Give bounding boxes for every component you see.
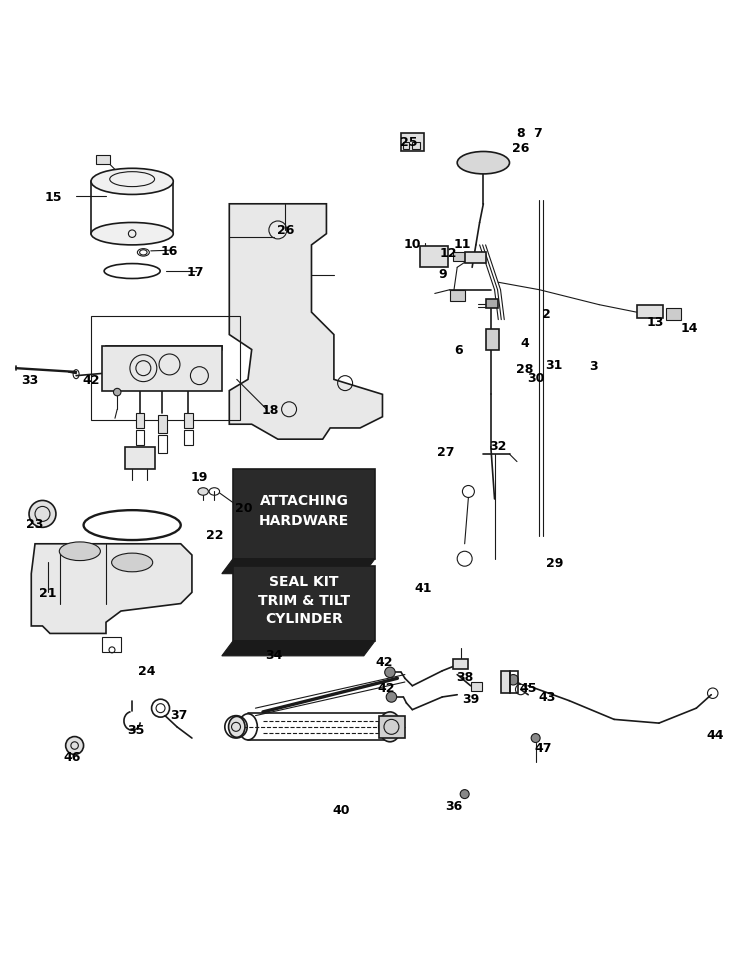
Ellipse shape [112,553,153,573]
Bar [95,156,110,165]
Text: 26: 26 [277,224,294,237]
Circle shape [66,736,83,755]
Text: 25: 25 [400,136,417,149]
Circle shape [386,692,397,703]
Bar [379,716,405,738]
Text: SEAL KIT
TRIM & TILT
CYLINDER: SEAL KIT TRIM & TILT CYLINDER [258,575,350,626]
Ellipse shape [379,712,401,742]
Text: 38: 38 [456,670,473,683]
Text: 45: 45 [520,681,537,694]
Bar [413,142,420,150]
Bar [102,346,222,391]
Text: 28: 28 [516,362,533,375]
Text: 30: 30 [527,372,544,385]
Text: 20: 20 [236,502,253,515]
Text: 9: 9 [438,267,446,280]
Bar [91,317,241,422]
Bar [450,291,465,301]
Bar [158,435,167,453]
Ellipse shape [458,152,509,174]
Ellipse shape [91,223,173,245]
Bar [404,142,410,150]
Text: 23: 23 [26,517,44,531]
Polygon shape [222,559,375,574]
Bar [124,447,154,470]
Text: 21: 21 [39,586,56,599]
Text: 13: 13 [646,315,664,328]
Text: 33: 33 [21,373,38,387]
Text: 12: 12 [440,246,457,260]
Text: 11: 11 [454,237,471,251]
Text: 31: 31 [546,359,563,371]
Bar [637,305,663,319]
Text: 26: 26 [512,142,529,155]
Bar [471,682,482,691]
Bar [667,308,681,321]
Bar [102,638,121,652]
Text: 42: 42 [82,373,100,387]
Text: ATTACHING
HARDWARE: ATTACHING HARDWARE [259,494,350,527]
Text: 40: 40 [333,802,350,816]
Bar [233,567,375,641]
Bar [509,672,518,694]
Text: 6: 6 [454,344,463,357]
Bar [454,659,469,670]
Ellipse shape [198,488,208,496]
Bar [136,414,144,428]
Bar [401,134,424,152]
Text: 32: 32 [490,439,507,453]
Text: 35: 35 [128,723,145,735]
Bar [500,672,509,694]
Text: 42: 42 [375,656,393,669]
Circle shape [113,389,121,396]
Text: 19: 19 [190,471,208,484]
Circle shape [29,501,56,528]
Text: 27: 27 [437,446,454,459]
Circle shape [385,668,395,678]
Text: 43: 43 [538,691,556,703]
Text: 17: 17 [187,266,205,278]
Text: 36: 36 [445,799,462,812]
Text: 41: 41 [415,581,432,594]
Text: 24: 24 [138,665,156,677]
Text: 10: 10 [404,237,421,251]
Text: 29: 29 [546,556,563,570]
Bar [233,470,375,559]
Bar [184,414,194,428]
Ellipse shape [91,170,173,195]
Text: 7: 7 [533,127,542,141]
Text: 42: 42 [377,681,395,694]
Bar [158,415,167,434]
Text: 15: 15 [45,191,62,203]
Text: 22: 22 [206,529,223,542]
Bar [420,247,448,268]
Text: 2: 2 [542,308,551,321]
Bar [136,431,144,446]
Bar [485,300,497,309]
Text: 47: 47 [534,740,552,754]
Text: 8: 8 [517,127,525,141]
Text: 44: 44 [706,728,724,741]
Text: 46: 46 [64,750,81,764]
Circle shape [460,790,470,798]
Polygon shape [222,641,375,656]
Text: 14: 14 [680,322,698,334]
Bar [454,253,465,262]
Text: 39: 39 [462,692,479,705]
Bar [485,329,499,350]
Bar [184,431,194,446]
Text: 16: 16 [160,244,178,258]
Polygon shape [32,545,192,634]
Text: 18: 18 [262,403,279,417]
Polygon shape [230,204,382,440]
Text: 3: 3 [589,360,598,373]
Text: 4: 4 [520,336,529,349]
Text: 34: 34 [266,648,283,661]
Text: 37: 37 [170,708,188,721]
Bar [465,252,485,264]
Ellipse shape [229,717,245,737]
Circle shape [508,674,518,685]
Circle shape [531,734,540,743]
Ellipse shape [59,543,100,561]
